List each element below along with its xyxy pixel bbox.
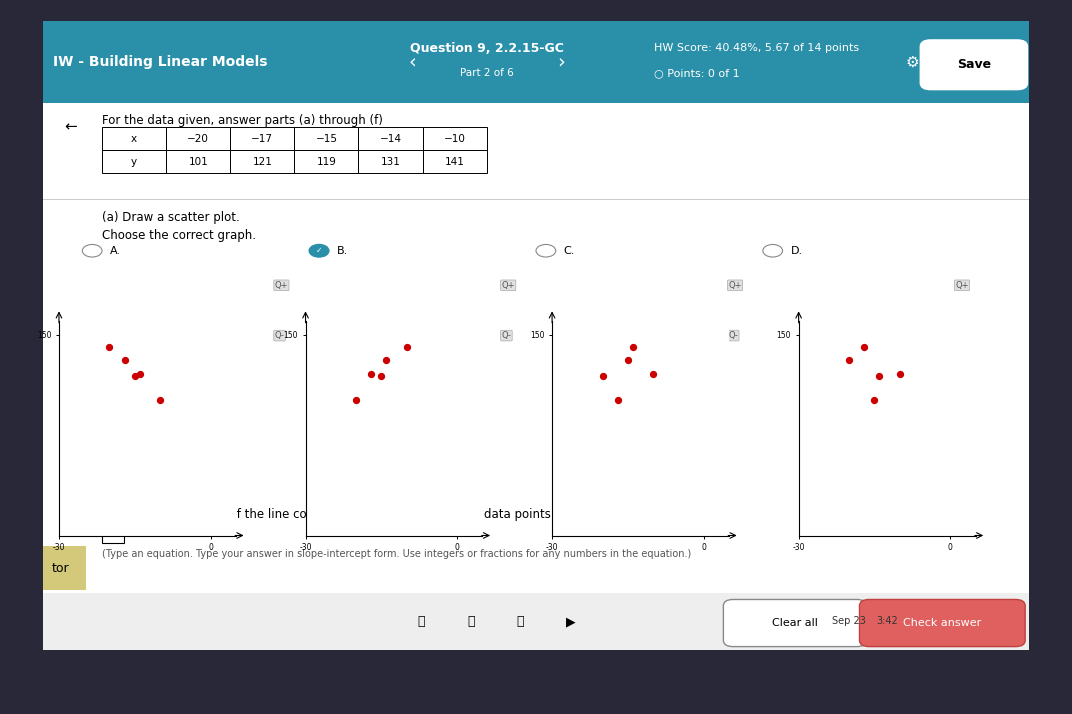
Circle shape: [536, 244, 555, 257]
Text: IW - Building Linear Models: IW - Building Linear Models: [53, 55, 267, 69]
Text: tor: tor: [51, 561, 70, 575]
Text: x: x: [131, 134, 137, 144]
Text: Part 2 of 6: Part 2 of 6: [460, 68, 513, 78]
FancyBboxPatch shape: [166, 150, 230, 174]
FancyBboxPatch shape: [724, 600, 866, 647]
Text: ⚙: ⚙: [906, 55, 920, 70]
FancyBboxPatch shape: [230, 150, 295, 174]
Text: −10: −10: [444, 134, 465, 144]
Text: Q-: Q-: [274, 331, 284, 340]
FancyBboxPatch shape: [43, 593, 1029, 650]
FancyBboxPatch shape: [358, 127, 422, 150]
FancyBboxPatch shape: [102, 526, 123, 543]
Point: [362, 368, 379, 379]
Text: ○ Points: 0 of 1: ○ Points: 0 of 1: [654, 68, 740, 78]
FancyBboxPatch shape: [921, 40, 1027, 89]
FancyBboxPatch shape: [358, 150, 422, 174]
Point: [609, 395, 626, 406]
Text: 3:42: 3:42: [876, 616, 898, 626]
Point: [126, 371, 144, 382]
Text: ✓: ✓: [316, 246, 323, 256]
Text: ▶: ▶: [566, 615, 576, 628]
FancyBboxPatch shape: [295, 127, 358, 150]
Text: ‹: ‹: [408, 53, 417, 72]
Text: Q-: Q-: [728, 331, 739, 340]
Point: [870, 371, 888, 382]
Text: D.: D.: [790, 246, 803, 256]
Text: Q-: Q-: [955, 331, 965, 340]
Point: [131, 368, 148, 379]
FancyBboxPatch shape: [422, 127, 487, 150]
Point: [840, 354, 858, 366]
FancyBboxPatch shape: [422, 150, 487, 174]
FancyBboxPatch shape: [102, 150, 166, 174]
FancyBboxPatch shape: [39, 546, 86, 590]
Text: ›: ›: [556, 53, 565, 72]
Text: 121: 121: [252, 157, 272, 167]
Point: [101, 341, 118, 353]
Text: Q+: Q+: [502, 281, 515, 290]
Text: Sep 23: Sep 23: [832, 616, 866, 626]
Circle shape: [83, 244, 102, 257]
Point: [116, 354, 133, 366]
Point: [373, 371, 390, 382]
FancyBboxPatch shape: [295, 150, 358, 174]
Point: [398, 341, 415, 353]
Text: 101: 101: [189, 157, 208, 167]
Point: [855, 341, 873, 353]
Text: A.: A.: [110, 246, 121, 256]
Text: 📷: 📷: [517, 615, 524, 628]
Point: [866, 395, 883, 406]
Text: −14: −14: [379, 134, 402, 144]
Point: [594, 371, 611, 382]
Text: (Type an equation. Type your answer in slope-intercept form. Use integers or fra: (Type an equation. Type your answer in s…: [102, 549, 691, 559]
Text: Clear all: Clear all: [773, 618, 818, 628]
Circle shape: [309, 244, 329, 257]
Point: [347, 395, 364, 406]
Text: −17: −17: [251, 134, 273, 144]
Text: 131: 131: [381, 157, 401, 167]
Text: y: y: [131, 157, 137, 167]
FancyBboxPatch shape: [166, 127, 230, 150]
Text: Question 9, 2.2.15-GC: Question 9, 2.2.15-GC: [410, 42, 564, 55]
Text: Save: Save: [957, 58, 991, 71]
Point: [377, 354, 394, 366]
Text: 🔥: 🔥: [418, 615, 426, 628]
Text: B.: B.: [337, 246, 348, 256]
Point: [624, 341, 641, 353]
Text: Check answer: Check answer: [904, 618, 982, 628]
Text: (b) Find the equation of the line containing the first and the last data points: (b) Find the equation of the line contai…: [102, 508, 551, 521]
Text: ←: ←: [64, 119, 77, 134]
Text: Choose the correct graph.: Choose the correct graph.: [102, 228, 256, 241]
Circle shape: [763, 244, 783, 257]
FancyBboxPatch shape: [860, 600, 1025, 647]
Point: [620, 354, 637, 366]
Text: 🔴: 🔴: [467, 615, 475, 628]
Text: Q+: Q+: [274, 281, 288, 290]
Text: Q+: Q+: [955, 281, 969, 290]
Text: Q-: Q-: [502, 331, 511, 340]
Text: (a) Draw a scatter plot.: (a) Draw a scatter plot.: [102, 211, 240, 224]
Point: [151, 395, 168, 406]
Text: C.: C.: [564, 246, 575, 256]
Point: [644, 368, 661, 379]
FancyBboxPatch shape: [43, 21, 1029, 103]
Text: HW Score: 40.48%, 5.67 of 14 points: HW Score: 40.48%, 5.67 of 14 points: [654, 44, 860, 54]
Text: 141: 141: [445, 157, 464, 167]
Text: −20: −20: [188, 134, 209, 144]
FancyBboxPatch shape: [230, 127, 295, 150]
FancyBboxPatch shape: [102, 127, 166, 150]
FancyBboxPatch shape: [43, 103, 1029, 650]
Text: −15: −15: [315, 134, 338, 144]
Text: For the data given, answer parts (a) through (f): For the data given, answer parts (a) thr…: [102, 114, 383, 127]
Text: Q+: Q+: [728, 281, 742, 290]
FancyBboxPatch shape: [43, 199, 1029, 201]
Text: 119: 119: [316, 157, 337, 167]
Point: [891, 368, 908, 379]
